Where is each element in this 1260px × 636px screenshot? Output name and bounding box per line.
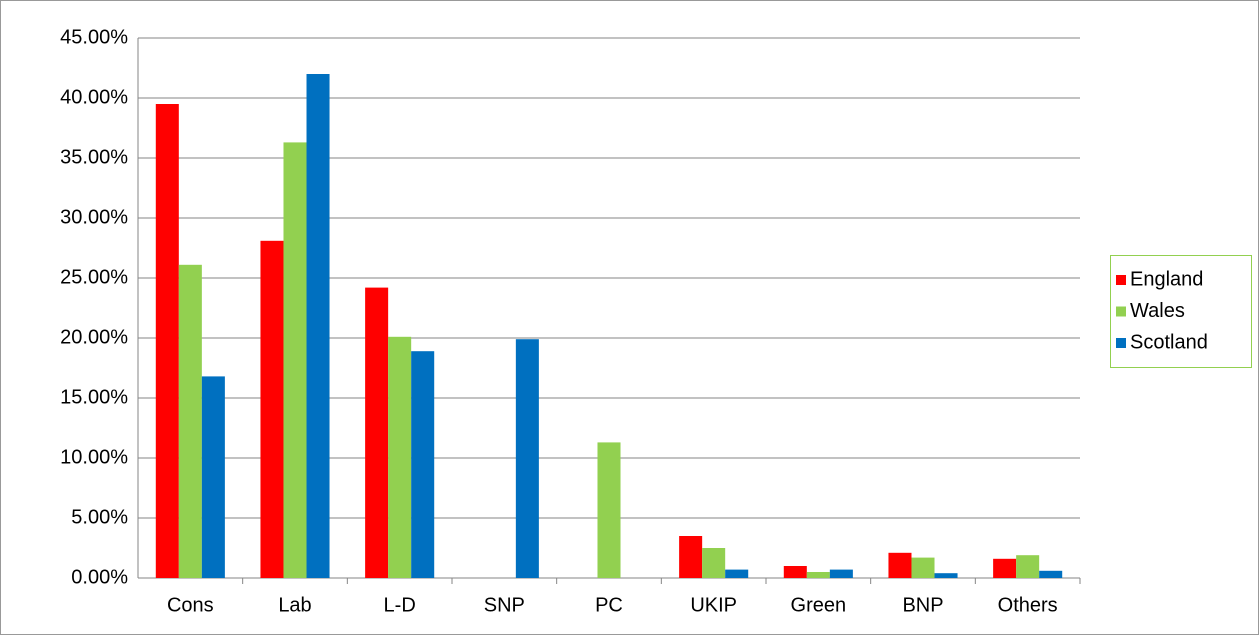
x-tick-label: Green xyxy=(791,594,847,616)
bar xyxy=(783,566,807,578)
bar xyxy=(178,264,202,578)
bar xyxy=(388,336,412,578)
y-tick-label: 30.00% xyxy=(60,206,128,228)
bar xyxy=(888,552,912,578)
x-tick-label: PC xyxy=(595,594,623,616)
x-tick-label: SNP xyxy=(484,594,525,616)
y-tick-label: 20.00% xyxy=(60,326,128,348)
y-tick-label: 35.00% xyxy=(60,146,128,168)
legend-label: Scotland xyxy=(1130,331,1208,353)
y-tick-label: 15.00% xyxy=(60,386,128,408)
legend-label: England xyxy=(1130,268,1203,290)
x-tick-label: Cons xyxy=(167,594,214,616)
bar xyxy=(411,351,435,578)
bar xyxy=(283,142,307,578)
x-tick-label: UKIP xyxy=(690,594,737,616)
bar xyxy=(515,339,539,578)
y-tick-label: 10.00% xyxy=(60,446,128,468)
bar xyxy=(365,287,389,578)
bar xyxy=(911,557,935,578)
bar xyxy=(725,569,749,578)
bar xyxy=(679,536,703,578)
bar xyxy=(806,572,830,578)
x-tick-label: L-D xyxy=(384,594,416,616)
bar xyxy=(306,74,330,578)
legend-swatch xyxy=(1116,275,1126,285)
legend-box xyxy=(1110,255,1252,368)
y-tick-label: 25.00% xyxy=(60,266,128,288)
bar xyxy=(201,376,225,578)
bar xyxy=(829,569,853,578)
bar xyxy=(993,558,1017,578)
legend-swatch xyxy=(1116,306,1126,317)
bar xyxy=(702,548,726,578)
bar xyxy=(1016,555,1040,578)
bar xyxy=(597,442,621,578)
x-tick-label: Others xyxy=(998,594,1058,616)
bar xyxy=(260,240,284,579)
x-tick-label: BNP xyxy=(902,594,943,616)
x-tick-label: Lab xyxy=(278,594,311,616)
bar xyxy=(155,104,179,578)
y-tick-label: 45.00% xyxy=(60,26,128,48)
bar xyxy=(934,573,958,578)
y-tick-label: 0.00% xyxy=(71,566,128,588)
legend-label: Wales xyxy=(1130,300,1185,322)
y-tick-label: 40.00% xyxy=(60,86,128,108)
y-tick-label: 5.00% xyxy=(71,506,128,528)
legend-swatch xyxy=(1116,338,1126,348)
bar xyxy=(1039,570,1063,578)
